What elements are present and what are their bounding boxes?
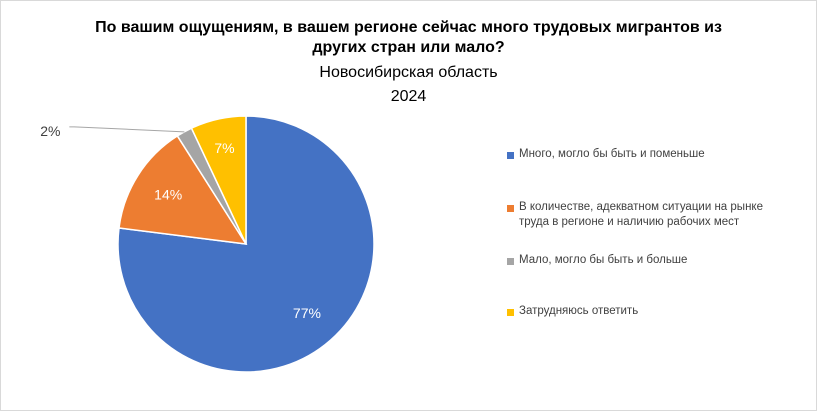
chart-title-line-1: По вашим ощущениям, в вашем регионе сейч… xyxy=(95,19,722,36)
data-label-dont-know: 7% xyxy=(214,140,234,156)
legend-label-few: Мало, могло бы быть и больше xyxy=(519,254,688,266)
legend-swatch-adequate xyxy=(507,205,514,212)
legend-swatch-dont-know xyxy=(507,309,514,316)
data-label-adequate: 14% xyxy=(154,187,182,203)
chart-subtitle: Новосибирская область xyxy=(319,64,498,81)
pie-slice-many xyxy=(117,115,375,373)
data-label-few: 2% xyxy=(40,123,60,139)
pie-slice-dont-know xyxy=(190,115,247,245)
data-label-many: 77% xyxy=(293,305,321,321)
legend-swatch-many xyxy=(507,152,514,159)
legend-label-dont-know: Затрудняюсь ответить xyxy=(519,305,639,317)
legend-swatch-few xyxy=(507,258,514,265)
pie-slice-adequate xyxy=(118,134,248,245)
legend-label-many: Много, могло бы быть и поменьше xyxy=(519,148,705,160)
chart-year: 2024 xyxy=(390,88,427,105)
legend-label-adequate: В количестве, адекватном ситуации на рын… xyxy=(519,201,763,228)
chart-title-line-2: других стран или мало? xyxy=(312,39,505,56)
data-label-leader-line-few xyxy=(69,126,185,133)
